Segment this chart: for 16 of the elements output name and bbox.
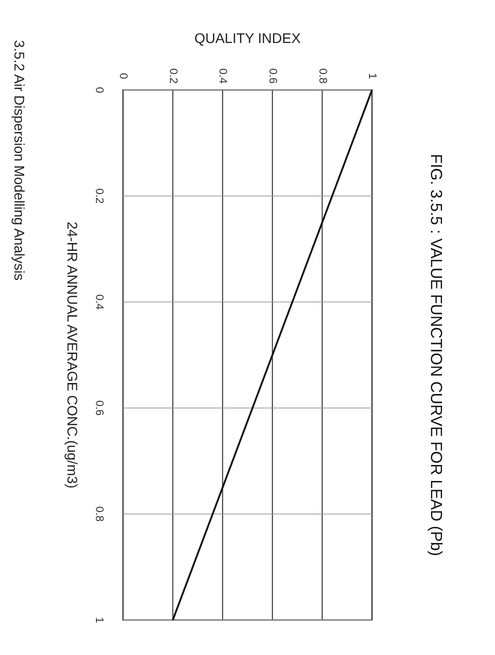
y-tick-label: 0.2 xyxy=(93,188,106,204)
y-axis-title: 24-HR ANNUAL AVERAGE CONC.(ug/m3) xyxy=(64,222,80,488)
x-tick-label: 0.2 xyxy=(166,68,179,84)
y-tick-label: 1 xyxy=(93,616,106,624)
x-tick-label: 1 xyxy=(366,72,378,80)
x-tick-label: 0.4 xyxy=(216,68,229,84)
text: 3.5.2 Air Dispersion Modelling Analysis xyxy=(11,40,28,280)
x-tick-label: 0.8 xyxy=(316,68,328,84)
x-tick-label: 0.6 xyxy=(266,68,278,84)
text: FIG. 3.5.5 : VALUE FUNCTION CURVE FOR LEAD (Pb) xyxy=(426,154,444,556)
y-tick-label: 0 xyxy=(93,86,106,94)
y-tick-label: 0.6 xyxy=(93,400,106,416)
x-tick-label: 0 xyxy=(117,72,130,80)
y-tick-label: 0.8 xyxy=(93,506,106,522)
x-axis-title: QUALITY INDEX xyxy=(194,30,302,46)
y-tick-label: 0.4 xyxy=(93,294,106,310)
